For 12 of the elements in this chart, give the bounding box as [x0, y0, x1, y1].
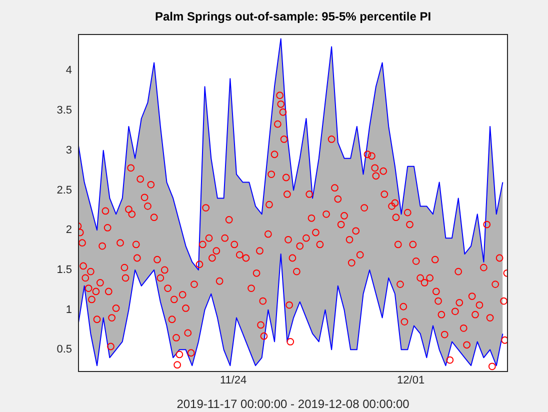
x-tick-label: 12/01	[397, 374, 425, 387]
y-tick-label: 3.5	[56, 104, 72, 117]
y-tick-label: 2	[66, 224, 72, 236]
y-tick-label: 3	[66, 144, 72, 156]
y-tick-label: 4	[66, 64, 72, 77]
y-tick-label: 1.5	[56, 264, 72, 276]
y-tick-label: 0.5	[56, 344, 72, 356]
x-tick-label: 11/24	[220, 374, 247, 387]
x-axis-title: 2019-11-17 00:00:00 - 2019-12-08 00:00:00	[176, 397, 410, 412]
y-tick-label: 2.5	[56, 184, 72, 196]
chart-title: Palm Springs out-of-sample: 95-5% percentile PI	[154, 9, 432, 24]
y-tick-label: 1	[66, 304, 72, 316]
